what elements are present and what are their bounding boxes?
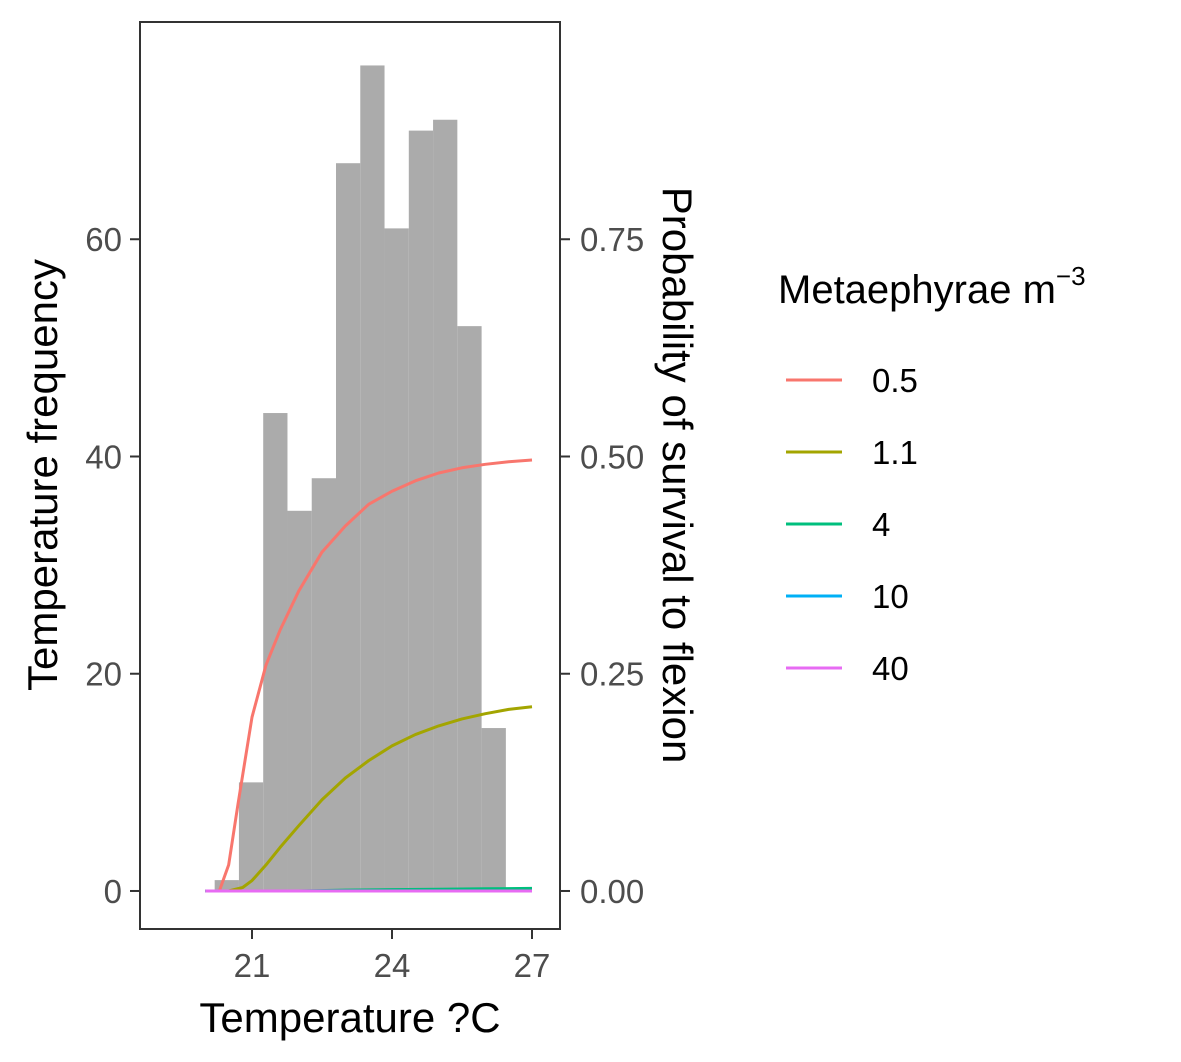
histogram-bars bbox=[214, 65, 506, 891]
legend-label: 0.5 bbox=[872, 362, 918, 399]
histogram-bar bbox=[360, 65, 385, 891]
y-right-tick-label: 0.50 bbox=[580, 438, 644, 475]
plot-panel-border bbox=[139, 21, 561, 930]
legend: Metaephyrae m−3 0.5 1.1 4 10 40 bbox=[778, 261, 1086, 687]
y-axis-left: 0 20 40 60 bbox=[85, 221, 140, 910]
y-axis-right-title: Probability of survival to flexion bbox=[654, 187, 701, 764]
legend-label: 4 bbox=[872, 506, 890, 543]
series-line-0-5 bbox=[205, 458, 533, 893]
y-left-tick-label: 60 bbox=[85, 221, 122, 258]
histogram-bar bbox=[433, 119, 458, 891]
x-tick-label: 21 bbox=[234, 947, 271, 984]
histogram-bar bbox=[384, 228, 409, 891]
histogram-bar bbox=[408, 130, 434, 891]
y-axis-right: 0.00 0.25 0.50 0.75 bbox=[560, 221, 644, 910]
y-right-tick-label: 0.75 bbox=[580, 221, 644, 258]
histogram-bar bbox=[238, 782, 264, 891]
histogram-bar bbox=[263, 413, 288, 891]
histogram-bar bbox=[457, 326, 482, 891]
histogram-bar bbox=[214, 880, 239, 891]
legend-label: 40 bbox=[872, 650, 909, 687]
legend-label: 1.1 bbox=[872, 434, 918, 471]
legend-items: 0.5 1.1 4 10 40 bbox=[786, 362, 918, 687]
y-left-tick-label: 0 bbox=[104, 873, 122, 910]
x-axis-title: Temperature ?C bbox=[199, 994, 500, 1041]
legend-title-main: Metaephyrae m bbox=[778, 268, 1056, 312]
y-right-tick-label: 0.00 bbox=[580, 873, 644, 910]
legend-title-superscript: −3 bbox=[1056, 261, 1086, 291]
x-axis: 21 24 27 bbox=[234, 929, 551, 984]
legend-label: 10 bbox=[872, 578, 909, 615]
series-lines bbox=[205, 458, 533, 893]
legend-title: Metaephyrae m−3 bbox=[778, 261, 1086, 312]
series-line-1-1 bbox=[205, 705, 533, 893]
histogram-bar bbox=[311, 478, 336, 891]
x-tick-label: 24 bbox=[374, 947, 411, 984]
y-right-tick-label: 0.25 bbox=[580, 656, 644, 693]
y-left-tick-label: 40 bbox=[85, 438, 122, 475]
histogram-bar bbox=[481, 728, 506, 891]
y-axis-left-title: Temperature frequency bbox=[19, 259, 66, 691]
y-left-tick-label: 20 bbox=[85, 656, 122, 693]
x-tick-label: 27 bbox=[514, 947, 551, 984]
